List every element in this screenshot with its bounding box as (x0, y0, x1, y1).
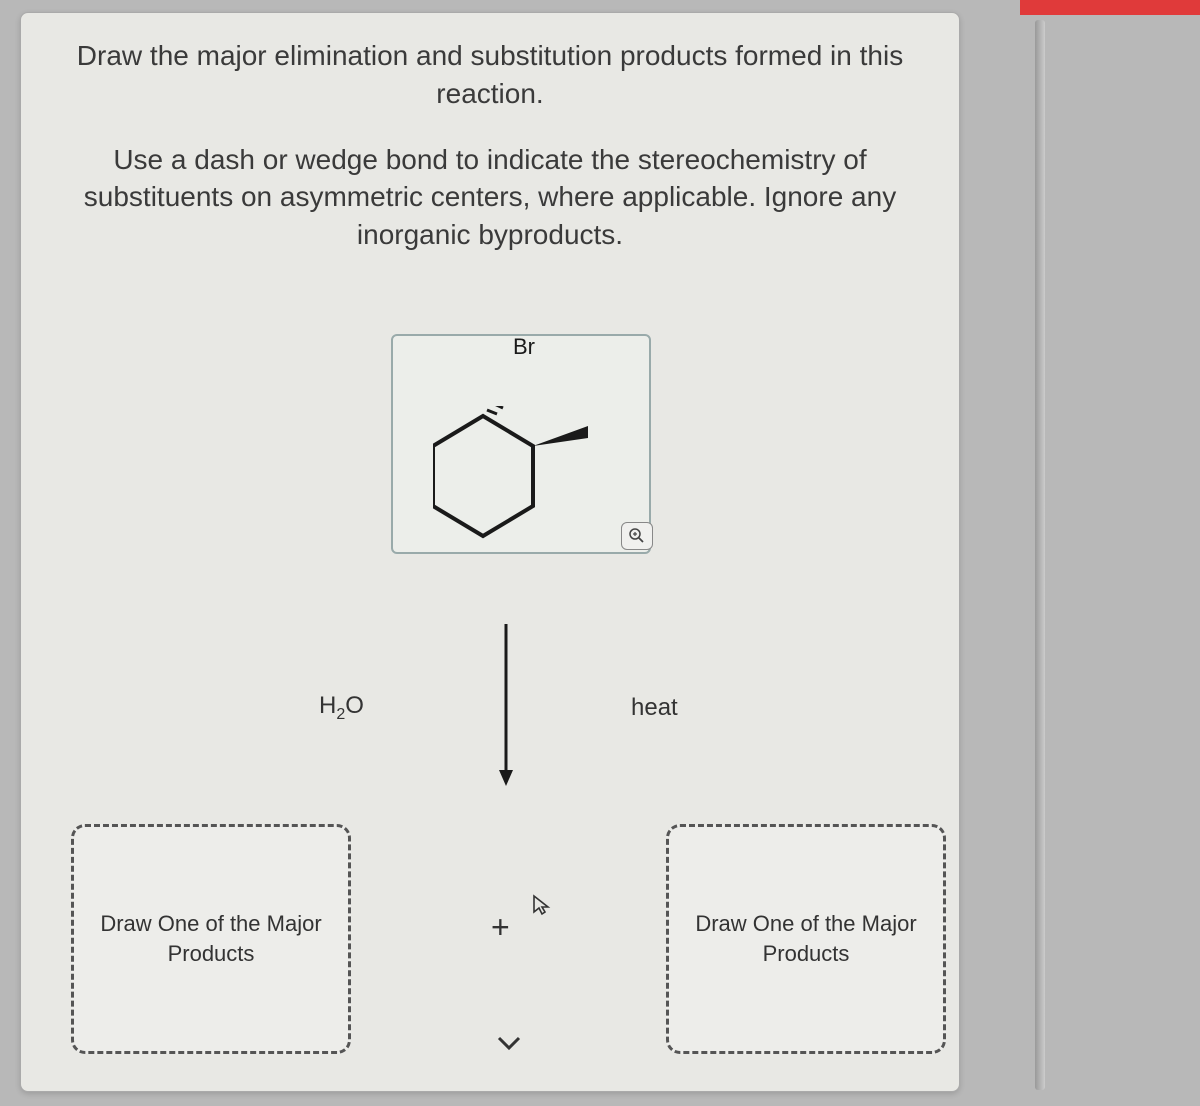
instruction-line-2: Use a dash or wedge bond to indicate the… (51, 141, 929, 254)
zoom-button[interactable] (621, 522, 653, 550)
top-accent-bar (1020, 0, 1200, 15)
br-label: Br (513, 334, 535, 360)
plus-sign: + (491, 909, 510, 946)
reaction-arrow (51, 614, 929, 814)
cursor-icon (531, 894, 555, 918)
reaction-arrow-area: H2O heat (51, 614, 929, 814)
product-dropzone-right[interactable]: Draw One of the Major Products (666, 824, 946, 1054)
solid-wedge-bond (533, 426, 588, 446)
zoom-icon (629, 528, 645, 544)
hashed-wedge-bond (487, 406, 515, 414)
page-edge-shadow (1035, 20, 1045, 1090)
product-left-placeholder: Draw One of the Major Products (94, 909, 328, 968)
instruction-line-1: Draw the major elimination and substitut… (51, 37, 929, 113)
chevron-down-icon[interactable] (495, 1034, 523, 1054)
app-background: Draw the major elimination and substitut… (0, 0, 1200, 1106)
cyclohexane-ring (433, 416, 533, 536)
product-right-placeholder: Draw One of the Major Products (689, 909, 923, 968)
molecule-area: Br (51, 334, 929, 614)
molecule-display-box[interactable]: Br (391, 334, 651, 554)
products-row: Draw One of the Major Products + Draw On… (51, 814, 929, 1084)
molecule-structure (433, 406, 623, 556)
question-panel: Draw the major elimination and substitut… (20, 12, 960, 1092)
product-dropzone-left[interactable]: Draw One of the Major Products (71, 824, 351, 1054)
